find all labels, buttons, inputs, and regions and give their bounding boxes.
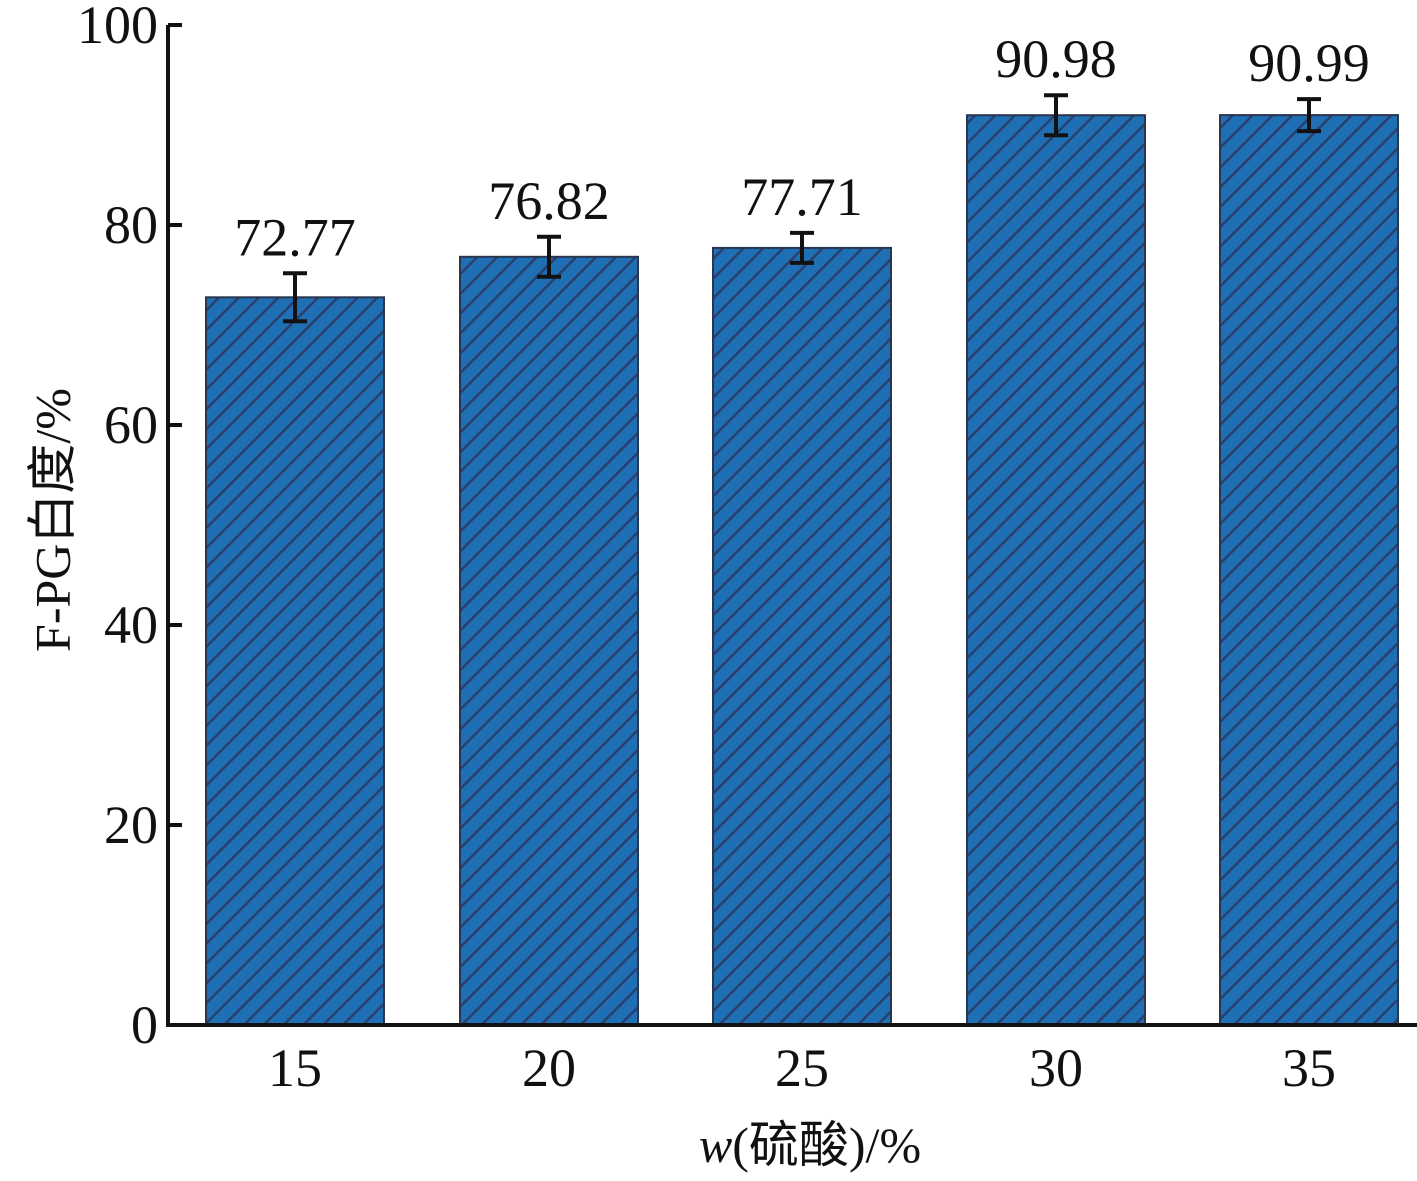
x-tick-label-35: 35 bbox=[1282, 1038, 1336, 1098]
x-tick-label-15: 15 bbox=[268, 1038, 322, 1098]
error-bar-35 bbox=[1297, 97, 1321, 134]
error-bar-25 bbox=[790, 230, 814, 265]
bar-20 bbox=[459, 255, 639, 1026]
error-bar-15 bbox=[283, 271, 307, 324]
x-tick-label-20: 20 bbox=[522, 1038, 576, 1098]
data-label-20: 76.82 bbox=[488, 171, 610, 231]
bar-15 bbox=[205, 296, 385, 1026]
bar-35 bbox=[1219, 114, 1399, 1027]
x-tick-label-30: 30 bbox=[1029, 1038, 1083, 1098]
y-axis-title: F-PG白度/% bbox=[24, 388, 80, 652]
y-tick-label-80: 80 bbox=[104, 195, 158, 255]
y-ticks: 0 20 40 60 80 100 bbox=[77, 0, 182, 1055]
data-label-25: 77.71 bbox=[741, 167, 863, 227]
data-label-35: 90.99 bbox=[1248, 33, 1370, 93]
error-bars bbox=[283, 93, 1321, 324]
error-bar-20 bbox=[537, 234, 561, 279]
y-tick-label-100: 100 bbox=[77, 0, 158, 55]
data-label-30: 90.98 bbox=[995, 29, 1117, 89]
x-axis-title-italic: w bbox=[699, 1117, 732, 1173]
y-tick-label-60: 60 bbox=[104, 395, 158, 455]
x-axis-title: w(硫酸)/% bbox=[699, 1117, 921, 1173]
y-tick-label-0: 0 bbox=[131, 995, 158, 1055]
x-axis-title-rest: (硫酸)/% bbox=[732, 1117, 921, 1173]
data-label-15: 72.77 bbox=[234, 207, 356, 267]
data-labels: 72.77 76.82 77.71 90.98 90.99 bbox=[234, 29, 1370, 267]
bar-25 bbox=[712, 246, 892, 1026]
bars bbox=[205, 114, 1399, 1027]
y-tick-label-40: 40 bbox=[104, 595, 158, 655]
error-bar-30 bbox=[1044, 93, 1068, 138]
y-tick-label-20: 20 bbox=[104, 795, 158, 855]
bar-30 bbox=[966, 114, 1146, 1026]
x-tick-label-25: 25 bbox=[775, 1038, 829, 1098]
x-ticks: 15 20 25 30 35 bbox=[268, 1038, 1336, 1098]
